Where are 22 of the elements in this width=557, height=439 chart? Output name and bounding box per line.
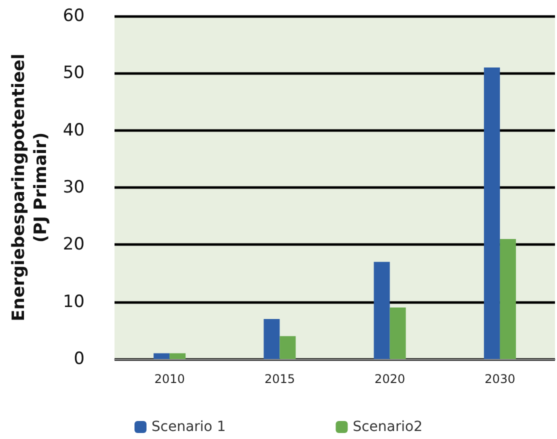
- x-tick-label: 2010: [154, 372, 185, 386]
- y-tick-label: 10: [62, 292, 85, 312]
- x-tick-label: 2030: [484, 372, 516, 386]
- y-tick-label: 0: [74, 349, 85, 369]
- y-tick-label: 30: [62, 178, 85, 198]
- y-tick-label: 40: [62, 120, 85, 140]
- legend-label: Scenario2: [352, 419, 423, 435]
- bar: [484, 67, 500, 359]
- legend-label: Scenario 1: [152, 419, 226, 435]
- bar: [390, 308, 406, 359]
- bar: [500, 238, 516, 359]
- bar: [154, 353, 170, 359]
- bar: [280, 336, 296, 359]
- x-tick-label: 2015: [264, 372, 295, 386]
- y-axis-title: Energiebesparingpotentieel (PJ Primair): [9, 54, 51, 322]
- bar: [374, 262, 390, 359]
- y-tick-label: 60: [62, 6, 85, 26]
- x-tick-label: 2020: [374, 372, 406, 386]
- bar: [264, 318, 280, 359]
- bar: [170, 353, 186, 359]
- y-tick-label: 50: [62, 63, 85, 84]
- y-tick-label: 20: [62, 234, 85, 255]
